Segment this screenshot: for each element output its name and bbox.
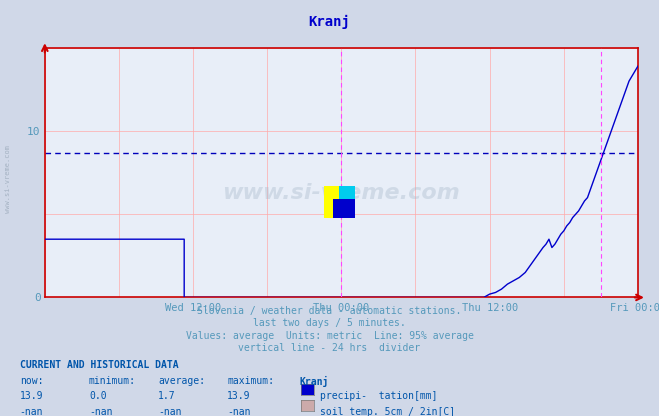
Text: www.si-vreme.com: www.si-vreme.com (5, 145, 11, 213)
Text: average:: average: (158, 376, 205, 386)
Text: -nan: -nan (20, 407, 43, 416)
Text: soil temp. 5cm / 2in[C]: soil temp. 5cm / 2in[C] (320, 407, 455, 416)
Text: minimum:: minimum: (89, 376, 136, 386)
Text: maximum:: maximum: (227, 376, 274, 386)
Text: www.si-vreme.com: www.si-vreme.com (223, 183, 460, 203)
Text: vertical line - 24 hrs  divider: vertical line - 24 hrs divider (239, 343, 420, 353)
Text: 1.7: 1.7 (158, 391, 176, 401)
Text: CURRENT AND HISTORICAL DATA: CURRENT AND HISTORICAL DATA (20, 360, 179, 370)
Text: -nan: -nan (89, 407, 113, 416)
Text: precipi-  tation[mm]: precipi- tation[mm] (320, 391, 437, 401)
Text: Kranj: Kranj (300, 376, 330, 387)
Text: last two days / 5 minutes.: last two days / 5 minutes. (253, 318, 406, 328)
Text: -nan: -nan (227, 407, 251, 416)
Text: -nan: -nan (158, 407, 182, 416)
Text: 0.0: 0.0 (89, 391, 107, 401)
Text: Values: average  Units: metric  Line: 95% average: Values: average Units: metric Line: 95% … (186, 331, 473, 341)
Text: 13.9: 13.9 (227, 391, 251, 401)
Text: 13.9: 13.9 (20, 391, 43, 401)
Text: Slovenia / weather data - automatic stations.: Slovenia / weather data - automatic stat… (197, 306, 462, 316)
Text: Kranj: Kranj (308, 15, 351, 29)
Text: now:: now: (20, 376, 43, 386)
